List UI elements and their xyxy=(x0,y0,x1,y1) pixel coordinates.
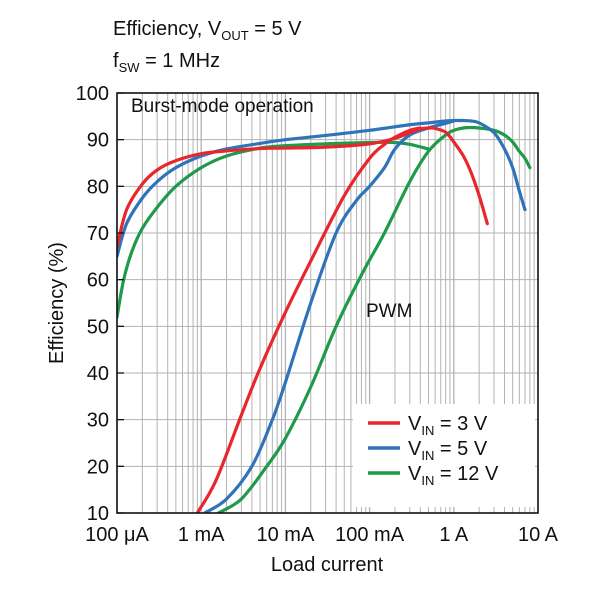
annotation-pwm: PWM xyxy=(366,301,412,322)
y-tick-label: 80 xyxy=(87,176,109,198)
x-tick-label: 1 A xyxy=(439,524,469,546)
subtitle-text: f xyxy=(113,50,119,72)
legend-label: VIN = 5 V xyxy=(408,438,488,463)
legend-label: VIN = 3 V xyxy=(408,413,488,438)
plot-frame xyxy=(116,92,539,514)
x-tick-label: 100 mA xyxy=(335,524,405,546)
y-tick-label: 30 xyxy=(87,410,109,432)
legend-box xyxy=(353,404,535,507)
title-text-suffix: = 5 V xyxy=(248,18,302,40)
x-tick-label: 10 A xyxy=(518,524,559,546)
series-layer xyxy=(117,118,532,513)
subtitle-text-suffix: = 1 MHz xyxy=(139,50,221,72)
tick-layer: 10 20 30 40 50 60 70 80 90 100 100 μA 1 mA 10 mA 100 … xyxy=(76,83,559,546)
x-axis-label: Load current xyxy=(271,554,384,576)
y-tick-label: 70 xyxy=(87,223,109,245)
y-axis-label: Efficiency (%) xyxy=(46,242,68,364)
title-text: Efficiency, V xyxy=(113,18,222,40)
x-tick-label: 1 mA xyxy=(178,524,225,546)
series-line xyxy=(195,126,422,513)
series-line xyxy=(216,125,532,513)
series-line xyxy=(117,118,527,258)
y-tick-label: 20 xyxy=(87,456,109,478)
legend-label: VIN = 12 V xyxy=(408,463,499,488)
chart-title-line-2: fSW = 1 MHz xyxy=(113,50,221,75)
y-tick-label: 90 xyxy=(87,130,109,152)
x-tick-label: 10 mA xyxy=(256,524,314,546)
subtitle-subscript: SW xyxy=(118,60,140,75)
title-subscript: OUT xyxy=(221,28,249,43)
annotation-burst-mode: Burst-mode operation xyxy=(131,96,314,117)
y-tick-label: 100 xyxy=(76,83,109,105)
chart-title-line-1: Efficiency, VOUT = 5 V xyxy=(113,18,302,43)
x-tick-label: 100 μA xyxy=(85,524,149,546)
series-line xyxy=(117,126,489,249)
y-tick-label: 40 xyxy=(87,363,109,385)
y-tick-label: 50 xyxy=(87,316,109,338)
y-tick-label: 10 xyxy=(87,503,109,525)
y-tick-label: 60 xyxy=(87,270,109,292)
